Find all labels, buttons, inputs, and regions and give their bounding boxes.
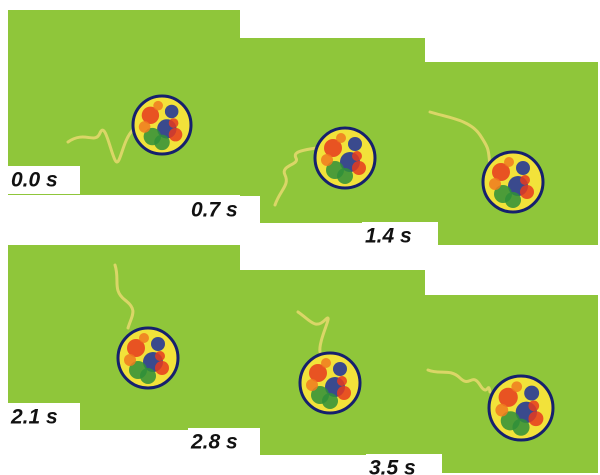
cell-spot xyxy=(336,133,346,143)
frame xyxy=(240,38,425,223)
frame xyxy=(8,245,240,430)
time-label: 2.8 s xyxy=(190,431,238,454)
time-label: 2.1 s xyxy=(10,406,58,429)
cell-spot xyxy=(169,128,183,142)
cell-spot xyxy=(154,135,169,150)
cell-spot xyxy=(140,368,156,384)
cell-spot xyxy=(165,105,179,119)
cell-spot xyxy=(352,151,362,161)
cell-spot xyxy=(337,386,351,400)
cell-spot xyxy=(169,118,179,128)
figure: 0.0 s 0.7 s 1.4 s 2.1 s 2.8 s 3.5 s xyxy=(0,0,600,475)
cell-spot xyxy=(352,161,366,175)
cell-spot xyxy=(155,351,165,361)
cell-spot xyxy=(337,376,347,386)
cell-spot xyxy=(489,178,501,190)
cell-spot xyxy=(348,137,362,151)
cell-spot xyxy=(155,361,169,375)
cell-spot xyxy=(528,401,539,412)
cell-spot xyxy=(321,358,331,368)
frame xyxy=(425,295,598,473)
cell-spot xyxy=(520,185,534,199)
cell-spot xyxy=(516,161,530,175)
cell-spot xyxy=(333,362,347,376)
frame xyxy=(240,270,425,455)
cell-spot xyxy=(306,379,318,391)
time-label: 1.4 s xyxy=(365,225,412,248)
cell-spot xyxy=(511,381,522,392)
frame-background xyxy=(8,245,240,430)
cell-spot xyxy=(524,386,539,401)
frame xyxy=(425,62,598,245)
time-label: 0.0 s xyxy=(11,169,58,192)
cell-spot xyxy=(504,157,514,167)
cell-spot xyxy=(520,175,530,185)
cell-spot xyxy=(505,192,521,208)
cell-spot xyxy=(139,121,151,133)
cell-spot xyxy=(139,333,149,343)
cell-spot xyxy=(321,154,333,166)
cell-spot xyxy=(495,404,508,417)
cell-spot xyxy=(512,419,529,436)
time-label: 0.7 s xyxy=(191,199,238,222)
cell-spot xyxy=(322,393,338,409)
cell-spot xyxy=(528,411,543,426)
cell-spot xyxy=(124,354,136,366)
cell-spot xyxy=(337,168,353,184)
cell-spot xyxy=(153,101,163,111)
time-label: 3.5 s xyxy=(369,457,416,475)
cell-spot xyxy=(151,337,165,351)
